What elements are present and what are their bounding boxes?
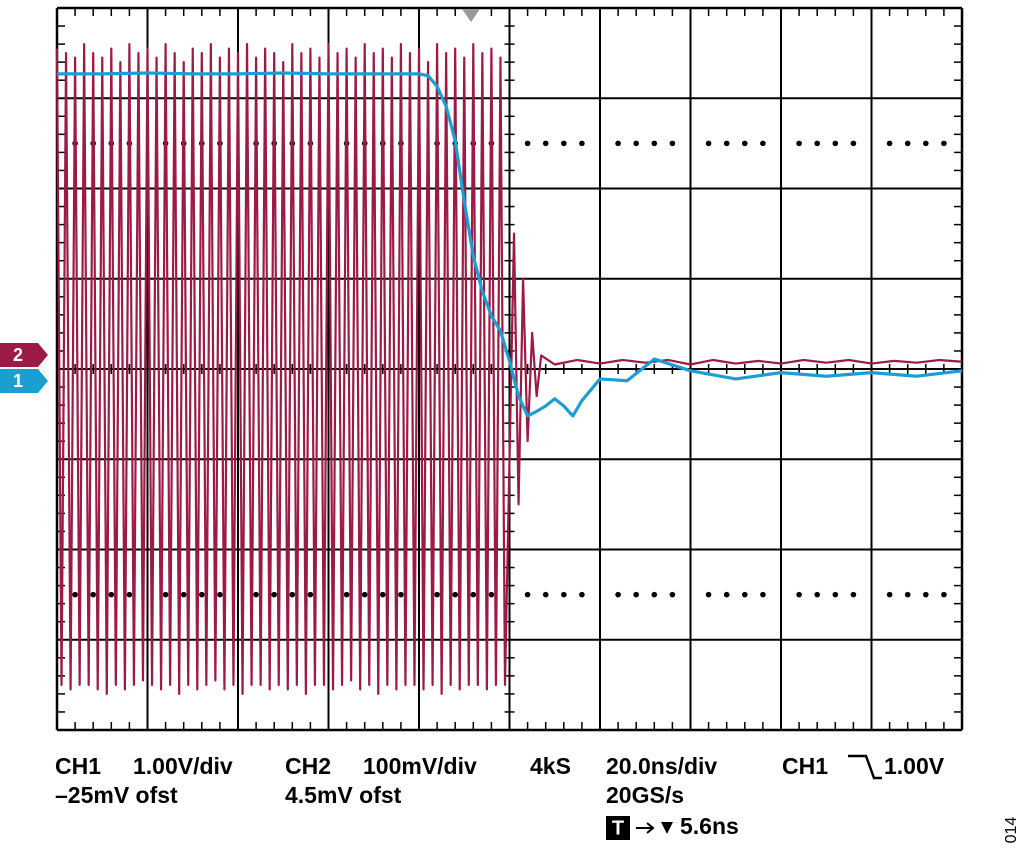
marker-dot	[579, 140, 585, 147]
marker-dot	[669, 591, 676, 598]
trace	[55, 43, 963, 695]
marker-dot	[126, 591, 133, 598]
marker-dot	[561, 140, 567, 147]
trigger-box-label: T	[612, 817, 624, 839]
readout: 4kS	[530, 753, 571, 779]
marker-dot	[651, 591, 658, 598]
marker-dot	[615, 140, 621, 147]
ch1-marker	[0, 369, 48, 393]
marker-dot	[199, 591, 205, 598]
down-triangle-icon	[661, 822, 673, 834]
marker-dot	[742, 591, 748, 598]
marker-dot	[814, 591, 820, 598]
readout: CH1	[55, 753, 101, 779]
marker-dot	[796, 140, 802, 147]
readout: 4.5mV ofst	[285, 782, 402, 808]
figure-id: 014	[1003, 817, 1020, 844]
readout: CH2	[285, 753, 331, 779]
marker-dot	[904, 591, 911, 598]
marker-dot	[289, 591, 296, 598]
marker-dot	[723, 591, 730, 598]
readout: 5.6ns	[680, 813, 739, 839]
marker-dot	[380, 591, 386, 598]
marker-dot	[542, 591, 549, 598]
marker-dot	[579, 591, 585, 598]
ch1-marker-label: 1	[13, 371, 23, 391]
marker-dot	[941, 591, 947, 598]
marker-dot	[434, 591, 440, 598]
arrow-icon	[636, 822, 655, 834]
marker-dot	[217, 591, 223, 598]
marker-dot	[398, 591, 404, 598]
marker-dot	[760, 591, 766, 598]
marker-dot	[796, 591, 802, 598]
graticule	[55, 6, 964, 732]
marker-dot	[832, 591, 839, 598]
marker-dot	[886, 140, 893, 147]
marker-dot	[162, 591, 169, 598]
marker-dot	[615, 591, 621, 598]
marker-dot	[633, 140, 639, 147]
trigger-box	[606, 816, 630, 840]
marker-dot	[633, 591, 639, 598]
marker-dot	[886, 591, 893, 598]
marker-dot	[923, 591, 929, 598]
marker-dot	[452, 591, 459, 598]
marker-dot	[361, 591, 368, 598]
marker-dot	[850, 591, 857, 598]
marker-dot	[90, 591, 96, 598]
marker-dot	[832, 140, 839, 147]
readout: 100mV/div	[363, 753, 477, 779]
trigger-position-marker	[462, 9, 480, 22]
readout: 20.0ns/div	[606, 753, 717, 779]
readout: CH1	[782, 753, 828, 779]
ch2-marker	[0, 343, 48, 367]
falling-edge-icon	[848, 754, 882, 780]
marker-dot	[923, 140, 929, 147]
marker-dot	[723, 140, 730, 147]
marker-dot	[814, 140, 820, 147]
marker-dot	[705, 591, 712, 598]
marker-dot	[705, 140, 712, 147]
readout: 1.00V/div	[133, 753, 233, 779]
marker-dot	[108, 591, 115, 598]
marker-dot	[904, 140, 911, 147]
marker-dot	[742, 140, 748, 147]
marker-dot	[307, 591, 314, 598]
ch2-marker-label: 2	[13, 345, 23, 365]
marker-dot	[470, 591, 477, 598]
readout: 20GS/s	[606, 782, 684, 808]
marker-dot	[72, 591, 78, 598]
marker-dot	[524, 591, 531, 598]
readout: –25mV ofst	[55, 782, 178, 808]
marker-dot	[524, 140, 531, 147]
trace	[57, 71, 963, 418]
readout: 1.00V	[884, 753, 945, 779]
marker-dot	[488, 591, 495, 598]
marker-dot	[561, 591, 567, 598]
marker-dot	[651, 140, 658, 147]
marker-dot	[253, 591, 259, 598]
marker-dot	[271, 591, 278, 598]
traces	[55, 43, 963, 695]
marker-dot	[850, 140, 857, 147]
marker-dot	[542, 140, 549, 147]
marker-dot	[941, 140, 947, 147]
marker-dot	[669, 140, 676, 147]
marker-dot	[180, 591, 187, 598]
marker-dot	[760, 140, 766, 147]
marker-dot	[343, 591, 350, 598]
